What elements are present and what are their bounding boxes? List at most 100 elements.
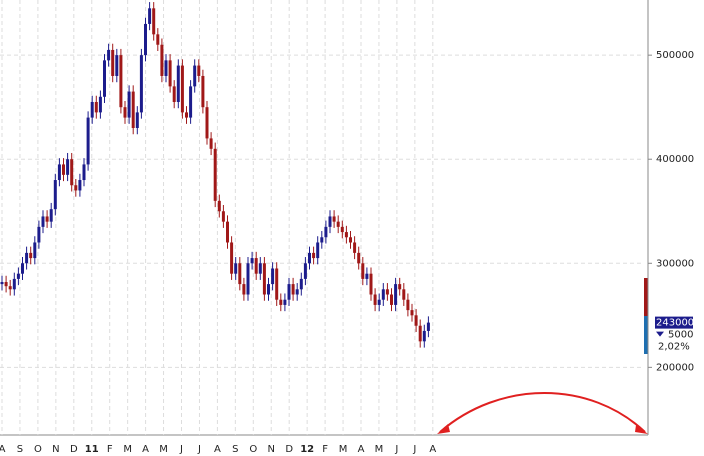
range-up: [644, 278, 648, 316]
x-tick-label: 12: [300, 444, 314, 455]
x-tick-label: A: [214, 444, 221, 455]
candle-body: [262, 263, 266, 295]
candle-body: [131, 91, 135, 129]
candle-body: [234, 263, 238, 274]
last-value: 243000: [656, 318, 694, 329]
x-tick-label: M: [159, 444, 168, 455]
candle-body: [201, 75, 205, 108]
x-tick-label: F: [322, 444, 328, 455]
x-tick-label: A: [0, 444, 6, 455]
candle-body: [53, 180, 57, 210]
x-tick-label: M: [375, 444, 384, 455]
candle-body: [287, 284, 291, 300]
candle-body: [254, 258, 258, 274]
candle-body: [390, 294, 393, 305]
candle-body: [246, 263, 250, 295]
candle-body: [369, 273, 373, 295]
x-tick-label: S: [232, 444, 238, 455]
candle-body: [381, 289, 385, 300]
candle-body: [291, 284, 295, 295]
candle-body: [176, 65, 180, 102]
candle-body: [172, 86, 176, 102]
annotation-arc: [437, 392, 648, 434]
candle-body: [406, 299, 410, 311]
change: 5000: [668, 330, 693, 341]
candle-body: [414, 315, 418, 326]
candle-body: [230, 242, 234, 274]
candle-body: [410, 310, 414, 316]
candle-body: [316, 242, 320, 259]
candle-body: [373, 294, 377, 305]
candle-body: [4, 282, 8, 287]
candle-body: [193, 65, 197, 87]
candle-body: [344, 232, 348, 238]
down-arrow: [656, 331, 664, 337]
last-value-box: [655, 316, 693, 329]
candle-body: [328, 216, 332, 227]
x-tick-label: D: [285, 444, 293, 455]
candle-body: [33, 242, 37, 259]
candle-body: [111, 49, 115, 76]
x-tick-label: O: [249, 444, 257, 455]
candle-body: [238, 263, 242, 285]
x-tick-label: J: [412, 444, 416, 455]
x-tick-label: A: [429, 444, 436, 455]
candle-body: [279, 299, 283, 305]
candle-body: [8, 286, 12, 290]
x-tick-label: A: [142, 444, 149, 455]
candle-body: [320, 237, 324, 243]
x-tick-label: N: [52, 444, 59, 455]
candle-body: [242, 284, 246, 295]
candle-body: [197, 65, 201, 76]
range-down: [644, 316, 648, 354]
candle-body: [119, 55, 123, 108]
change-pct: 2,02%: [658, 342, 690, 353]
candle-body: [275, 268, 279, 300]
candle-body: [209, 138, 213, 149]
candle-body: [303, 263, 307, 279]
candle-body: [12, 278, 16, 290]
candle-body: [0, 282, 4, 285]
candle-body: [267, 284, 270, 295]
candle-body: [385, 289, 389, 295]
x-tick-label: J: [179, 444, 183, 455]
x-tick-label: J: [197, 444, 201, 455]
candle-body: [62, 164, 65, 175]
candle-body: [189, 86, 193, 118]
candle-body: [45, 216, 49, 222]
candle-body: [418, 325, 422, 342]
candle-body: [295, 289, 299, 295]
candle-body: [324, 226, 328, 238]
candle-body: [185, 112, 188, 118]
candle-body: [148, 8, 152, 24]
candle-body: [422, 330, 426, 342]
candle-body: [250, 258, 254, 264]
candle-body: [394, 284, 398, 305]
candle-body: [271, 268, 275, 285]
x-tick-label: D: [70, 444, 78, 455]
candle-body: [299, 278, 303, 290]
x-tick-label: O: [34, 444, 42, 455]
candle-body: [70, 159, 74, 186]
x-tick-label: 11: [85, 444, 99, 455]
candle-body: [365, 273, 369, 279]
candle-body: [398, 284, 402, 290]
candle-body: [16, 273, 20, 279]
candle-body: [377, 299, 381, 305]
candle-body: [98, 96, 102, 113]
candle-body: [180, 65, 184, 113]
candle-body: [57, 164, 61, 181]
candle-body: [37, 226, 41, 243]
x-tick-label: N: [268, 444, 275, 455]
candle-body: [49, 209, 53, 222]
candle-body: [144, 23, 147, 56]
candle-body: [213, 148, 217, 201]
candle-body: [41, 216, 45, 227]
candle-body: [127, 91, 131, 118]
x-tick-label: M: [339, 444, 348, 455]
candle-body: [353, 242, 357, 253]
candle-body: [426, 322, 430, 331]
x-tick-label: S: [17, 444, 23, 455]
candle-body: [361, 263, 365, 279]
y-tick-label: 200000: [656, 362, 694, 373]
